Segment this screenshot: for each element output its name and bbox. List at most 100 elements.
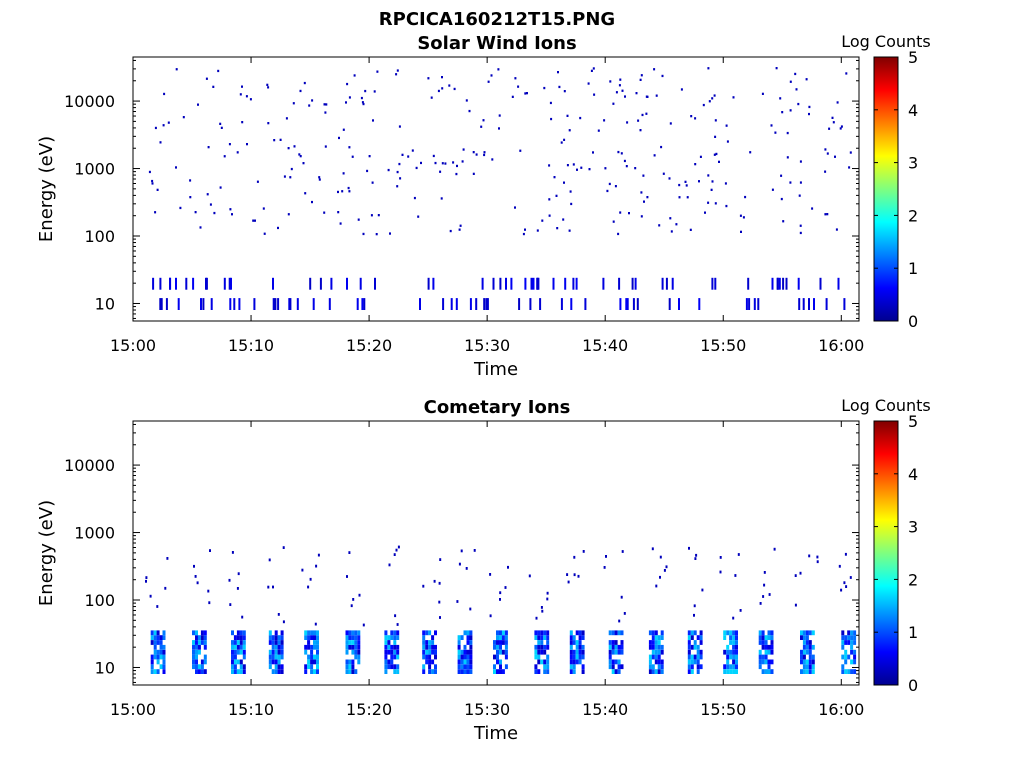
data-cell — [843, 581, 846, 585]
data-cell — [841, 669, 845, 674]
y-axis-label: Energy (eV) — [36, 500, 57, 606]
data-cell — [581, 630, 585, 636]
data-cell — [237, 572, 240, 576]
data-cell — [837, 277, 840, 290]
data-cell — [690, 644, 694, 650]
data-cell — [816, 555, 819, 559]
data-cell — [316, 669, 319, 674]
data-cell — [657, 659, 661, 665]
data-cell — [665, 565, 668, 569]
data-cell — [802, 664, 806, 670]
data-cell — [702, 103, 705, 107]
data-cell — [566, 573, 569, 576]
data-cell — [274, 298, 277, 310]
data-cell — [699, 654, 703, 660]
data-cell — [199, 226, 202, 229]
data-cell — [351, 664, 355, 670]
data-cell — [648, 669, 652, 674]
data-cell — [263, 232, 266, 235]
data-cell — [203, 644, 207, 650]
data-cell — [611, 659, 615, 665]
data-cell — [668, 177, 671, 180]
data-cell — [348, 640, 352, 645]
data-cell — [268, 630, 272, 636]
data-cell — [799, 224, 802, 227]
data-cell — [543, 664, 547, 670]
data-cell — [220, 126, 223, 129]
data-cell — [781, 111, 784, 114]
data-cell — [617, 630, 621, 636]
data-cell — [282, 620, 285, 624]
data-cell — [662, 172, 665, 175]
data-cell — [808, 105, 811, 109]
data-cell — [313, 635, 316, 640]
data-cell — [654, 649, 658, 655]
data-cell — [231, 669, 234, 674]
data-cell — [440, 197, 443, 200]
data-cell — [398, 162, 401, 166]
data-cell — [693, 630, 697, 636]
data-cell — [758, 649, 762, 655]
data-cell — [654, 669, 658, 674]
data-cell — [657, 644, 661, 650]
data-cell — [388, 563, 391, 567]
data-cell — [548, 198, 551, 201]
data-cell — [164, 586, 167, 590]
data-cell — [463, 649, 467, 655]
data-cell — [670, 230, 673, 233]
data-cell — [805, 78, 808, 81]
data-cell — [732, 630, 736, 636]
data-cell — [304, 644, 308, 650]
data-cell — [726, 664, 730, 670]
data-cell — [431, 669, 435, 674]
data-cell — [614, 649, 618, 655]
data-cell — [539, 298, 542, 310]
data-cell — [543, 649, 547, 655]
data-cell — [732, 659, 736, 665]
data-cell — [357, 640, 361, 645]
data-cell — [661, 277, 664, 290]
data-cell — [493, 644, 496, 650]
data-cell — [786, 156, 789, 159]
data-cell — [710, 188, 713, 191]
data-cell — [159, 298, 162, 310]
data-cell — [289, 298, 292, 310]
data-cell — [384, 640, 388, 645]
data-cell — [422, 584, 425, 588]
data-cell — [229, 603, 232, 606]
data-cell — [233, 654, 237, 660]
data-cell — [713, 153, 716, 156]
data-cell — [732, 96, 735, 99]
x-tick-label: 15:20 — [346, 700, 392, 719]
data-cell — [767, 659, 771, 665]
data-cell — [745, 298, 748, 310]
data-cell — [395, 73, 398, 76]
figure-title: RPCICA160212T15.PNG — [379, 9, 615, 30]
data-cell — [588, 168, 591, 171]
data-cell — [764, 669, 768, 674]
data-cell — [696, 635, 700, 640]
data-cell — [456, 600, 459, 603]
data-cell — [614, 659, 618, 665]
data-cell — [268, 664, 272, 670]
data-cell — [274, 669, 278, 674]
data-cell — [808, 669, 812, 674]
data-cell — [396, 170, 399, 174]
data-cell — [346, 277, 348, 290]
data-cell — [231, 213, 233, 216]
colorbar: Log Counts 0 1 2 3 4 5 — [841, 396, 931, 695]
data-cell — [236, 640, 240, 645]
data-cell — [725, 204, 728, 208]
data-cell — [422, 649, 426, 655]
data-cell — [805, 659, 809, 665]
data-cell — [625, 298, 628, 310]
colorbar: Log Counts 0 1 2 3 4 5 — [841, 32, 931, 331]
data-cell — [162, 654, 166, 660]
data-cell — [802, 630, 806, 636]
data-cell — [384, 659, 388, 665]
data-cell — [197, 644, 201, 650]
data-cell — [318, 178, 321, 181]
data-cell — [437, 89, 440, 93]
data-cell — [420, 161, 422, 165]
data-cell — [767, 664, 771, 670]
